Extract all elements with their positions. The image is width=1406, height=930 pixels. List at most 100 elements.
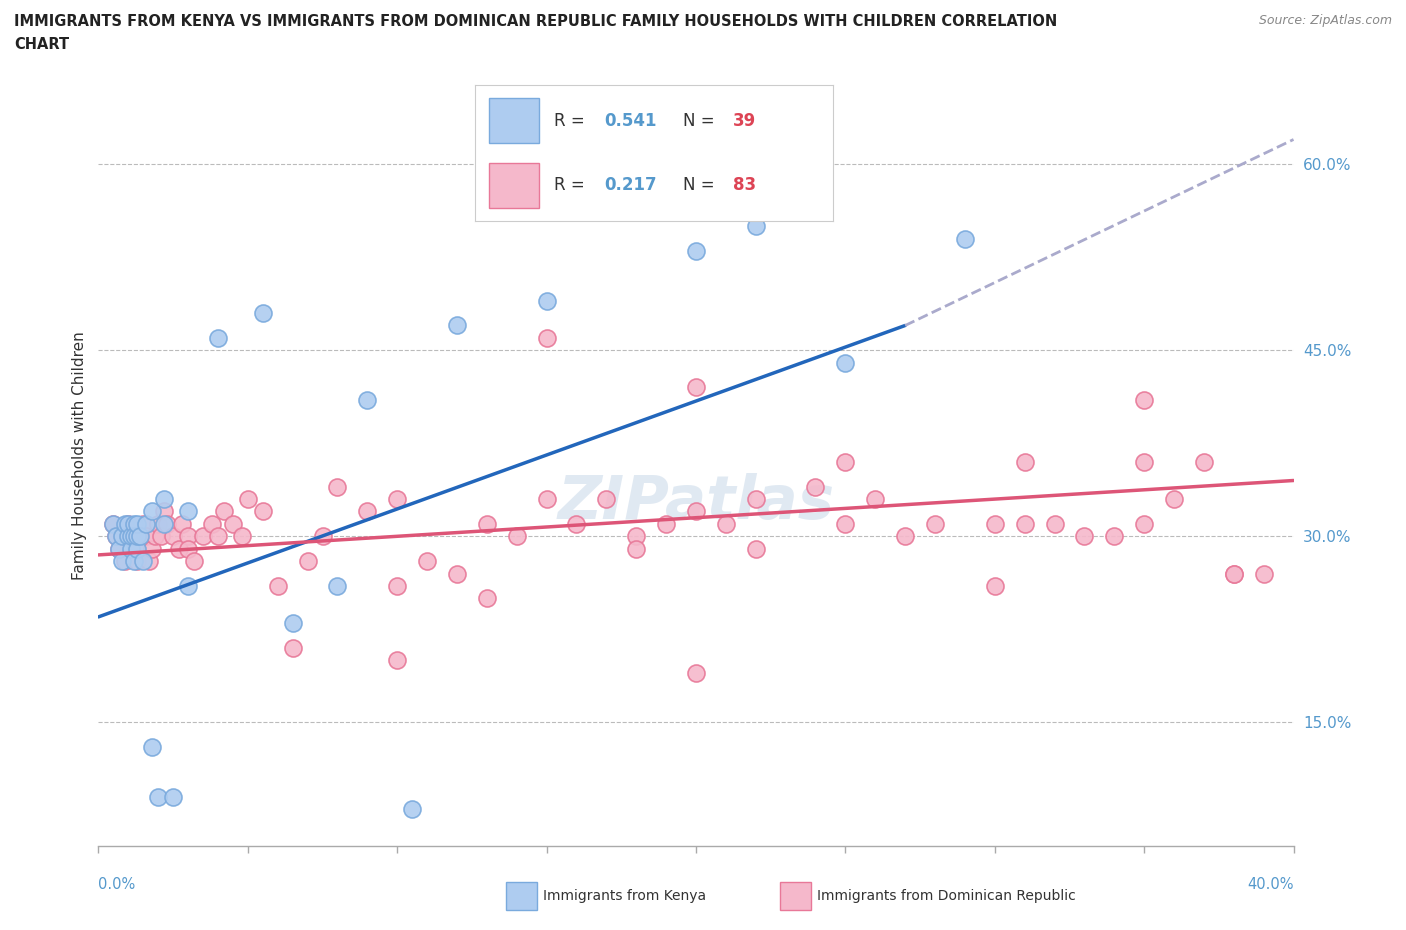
Point: [1133, 455, 1156, 470]
Point: [117, 516, 139, 531]
Text: Source: ZipAtlas.com: Source: ZipAtlas.com: [1258, 14, 1392, 27]
Point: [150, 529, 173, 544]
Point: [1073, 529, 1095, 544]
Point: [148, 516, 170, 531]
Point: [135, 516, 157, 531]
Point: [111, 529, 134, 544]
Point: [117, 529, 139, 544]
Point: [143, 529, 166, 544]
Point: [167, 541, 190, 556]
Point: [924, 516, 946, 531]
Text: 40.0%: 40.0%: [1247, 877, 1294, 892]
Point: [120, 529, 142, 544]
Point: [148, 790, 170, 804]
Point: [177, 504, 200, 519]
Point: [124, 553, 146, 568]
Point: [565, 516, 588, 531]
Point: [356, 392, 378, 407]
Point: [1043, 516, 1066, 531]
Point: [506, 529, 529, 544]
Point: [1133, 516, 1156, 531]
Point: [1223, 566, 1246, 581]
Point: [127, 541, 149, 556]
Point: [834, 455, 856, 470]
Point: [124, 529, 146, 544]
Point: [127, 553, 149, 568]
Point: [111, 553, 134, 568]
Point: [804, 479, 827, 494]
Point: [475, 591, 498, 605]
Point: [117, 529, 139, 544]
Point: [385, 492, 409, 507]
Text: 0.0%: 0.0%: [98, 877, 135, 892]
Point: [141, 504, 163, 519]
Point: [135, 529, 157, 544]
Point: [385, 578, 409, 593]
Point: [626, 529, 648, 544]
Point: [141, 739, 163, 754]
Point: [207, 330, 229, 345]
Point: [236, 492, 259, 507]
Point: [685, 504, 707, 519]
Point: [714, 516, 737, 531]
Point: [132, 516, 155, 531]
Point: [1133, 392, 1156, 407]
Point: [183, 553, 205, 568]
Point: [311, 529, 333, 544]
Point: [231, 529, 253, 544]
Point: [297, 553, 319, 568]
Point: [172, 516, 194, 531]
Point: [626, 541, 648, 556]
Point: [984, 578, 1007, 593]
Point: [153, 516, 176, 531]
Point: [834, 355, 856, 370]
Point: [536, 492, 558, 507]
Point: [894, 529, 917, 544]
Point: [162, 529, 184, 544]
Point: [745, 219, 768, 233]
Point: [124, 529, 146, 544]
Point: [212, 504, 235, 519]
Point: [385, 653, 409, 668]
Point: [120, 541, 142, 556]
Point: [1253, 566, 1275, 581]
Point: [446, 318, 468, 333]
Point: [865, 492, 887, 507]
Point: [326, 578, 349, 593]
Point: [138, 553, 160, 568]
Point: [177, 578, 200, 593]
Point: [281, 616, 304, 631]
Point: [129, 529, 152, 544]
Point: [1192, 455, 1215, 470]
Point: [103, 516, 125, 531]
Point: [127, 516, 149, 531]
Point: [326, 479, 349, 494]
Point: [595, 492, 617, 507]
Point: [105, 529, 128, 544]
Y-axis label: Family Households with Children: Family Households with Children: [72, 331, 87, 580]
Point: [655, 516, 678, 531]
Text: ZIPatlas: ZIPatlas: [557, 473, 835, 532]
Point: [162, 790, 184, 804]
Point: [1014, 516, 1036, 531]
Point: [536, 330, 558, 345]
Text: Immigrants from Dominican Republic: Immigrants from Dominican Republic: [817, 888, 1076, 903]
Point: [685, 244, 707, 259]
Point: [124, 516, 146, 531]
Point: [108, 541, 131, 556]
Point: [222, 516, 245, 531]
Point: [177, 529, 200, 544]
Text: IMMIGRANTS FROM KENYA VS IMMIGRANTS FROM DOMINICAN REPUBLIC FAMILY HOUSEHOLDS WI: IMMIGRANTS FROM KENYA VS IMMIGRANTS FROM…: [14, 14, 1057, 29]
Point: [685, 380, 707, 395]
Point: [120, 541, 142, 556]
Point: [536, 293, 558, 308]
Point: [356, 504, 378, 519]
Point: [103, 516, 125, 531]
Point: [745, 492, 768, 507]
Text: Immigrants from Kenya: Immigrants from Kenya: [543, 888, 706, 903]
Point: [267, 578, 290, 593]
Point: [207, 529, 229, 544]
Point: [156, 516, 179, 531]
Point: [153, 504, 176, 519]
Point: [141, 541, 163, 556]
